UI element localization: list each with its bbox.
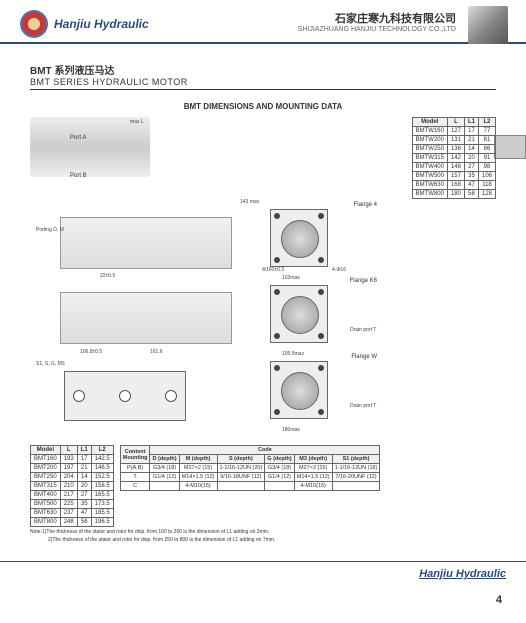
dim-103: 103max	[282, 275, 300, 281]
dim-161: 161.6	[150, 349, 163, 355]
dim-2205: 22±0.5	[100, 273, 115, 279]
col-header: L2	[91, 446, 113, 455]
series-title-en: BMT SERIES HYDRAULIC MOTOR	[30, 77, 496, 90]
table-row: BMT20019721146.5	[31, 464, 114, 473]
mounting-plate-drawing	[64, 371, 186, 421]
page-content: BMT 系列液压马达 BMT SERIES HYDRAULIC MOTOR BM…	[0, 44, 526, 561]
table-row: BMTW3151422091	[412, 154, 495, 163]
brand-name: Hanjiu Hydraulic	[54, 17, 149, 31]
flange-w-drawing: Flange W	[270, 361, 328, 419]
note-1: Note:1)The thickness of the stator and r…	[30, 529, 496, 535]
col-header: Model	[412, 118, 447, 127]
dim-1068: 106.8±0.5	[80, 349, 102, 355]
col-header: L1	[77, 446, 91, 455]
bottom-tables-row: ModelLL1L2 BMT16019317142.5BMT2001972114…	[30, 445, 496, 527]
flange-k6-label: Flange K6	[350, 278, 377, 284]
technical-drawing-area: Port A Port B max L 143 max Flange 4 Φ16…	[30, 117, 496, 437]
table-row: BMTW50015735106	[412, 172, 495, 181]
table-row: TG1/4 (12)M14×1.5 (12)9/16-18UNF (12)G1/…	[120, 473, 380, 482]
col-header: Model	[31, 446, 61, 455]
code-table: ContentMounting Code D (depth)M (depth)S…	[120, 445, 381, 491]
w-model-table: ModelLL1L2 BMTW1601271777BMTW2001312181B…	[412, 117, 496, 199]
s1-label: S1, S, G, M3	[36, 361, 65, 367]
page-number: 4	[0, 594, 526, 606]
motor-side-view	[30, 117, 150, 177]
dimensions-title: BMT DIMENSIONS AND MOUNTING DATA	[30, 102, 496, 111]
table-row: BMTW4001482798	[412, 163, 495, 172]
dim-180: 180max	[282, 427, 300, 433]
col-header: L2	[478, 118, 495, 127]
flange-k6-drawing: Flange K6	[270, 285, 328, 343]
table-row: BMTW63016847118	[412, 181, 495, 190]
footer-brand: Hanjiu Hydraulic	[419, 568, 506, 580]
port-b-label: Port B	[70, 173, 87, 179]
dim-143: 143 max	[240, 199, 259, 205]
code-header: Code	[150, 446, 380, 455]
content-header: ContentMounting	[120, 446, 150, 464]
page-header: Hanjiu Hydraulic 石家庄寒九科技有限公司 SHIJIAZHUAN…	[0, 0, 526, 44]
page-footer: Hanjiu Hydraulic	[0, 561, 526, 590]
dim-416: 4-Φ16	[332, 267, 346, 273]
side-drawing-2	[60, 292, 232, 344]
col-header: L1	[464, 118, 478, 127]
table-row: P(A,B)G3/4 (18)M27×2 (15)1-1/16-12UN (20…	[120, 464, 380, 473]
dim-phi160: Φ160±0.3	[262, 267, 284, 273]
drain-label-1: Drain port T	[350, 327, 376, 333]
drain-label-2: Drain port T	[350, 403, 376, 409]
col-header: L	[447, 118, 464, 127]
table-row: BMT25020414152.5	[31, 473, 114, 482]
table-row: BMT63023747185.5	[31, 509, 114, 518]
main-model-table: ModelLL1L2 BMT16019317142.5BMT2001972114…	[30, 445, 114, 527]
dim-1055: 105.5max	[282, 351, 304, 357]
col-header: L	[60, 446, 77, 455]
side-drawing-1	[60, 217, 232, 269]
table-row: C4-M10(15)4-M10(15)	[120, 482, 380, 491]
flange-4-label: Flange 4	[354, 202, 377, 208]
port-a-label: Port A	[70, 135, 86, 141]
table-row: BMTW2001312181	[412, 136, 495, 145]
table-row: BMT31521020158.5	[31, 482, 114, 491]
table-row: BMTW1601271777	[412, 127, 495, 136]
dim-max-l: max L	[130, 119, 144, 125]
porting-label: Porting D, M	[36, 227, 64, 233]
table-row: BMTW2501361486	[412, 145, 495, 154]
note-2: 2)The thickness of the stator and rotor …	[30, 537, 496, 543]
company-name-cn: 石家庄寒九科技有限公司	[335, 10, 456, 26]
table-row: BMT50022535173.5	[31, 500, 114, 509]
table-row: BMT16019317142.5	[31, 455, 114, 464]
brand-logo-icon	[20, 10, 48, 38]
table-row: BMT80024858196.5	[31, 518, 114, 527]
flange-w-label: Flange W	[351, 354, 377, 360]
table-row: BMTW80018058128	[412, 190, 495, 199]
series-title-cn: BMT 系列液压马达	[30, 62, 496, 77]
company-name-en: SHIJIAZHUANG HANJIU TECHNOLOGY CO.,LTD	[298, 26, 456, 33]
flange-4-drawing: Flange 4	[270, 209, 328, 267]
product-photo	[468, 6, 508, 44]
table-row: BMT40021727165.5	[31, 491, 114, 500]
